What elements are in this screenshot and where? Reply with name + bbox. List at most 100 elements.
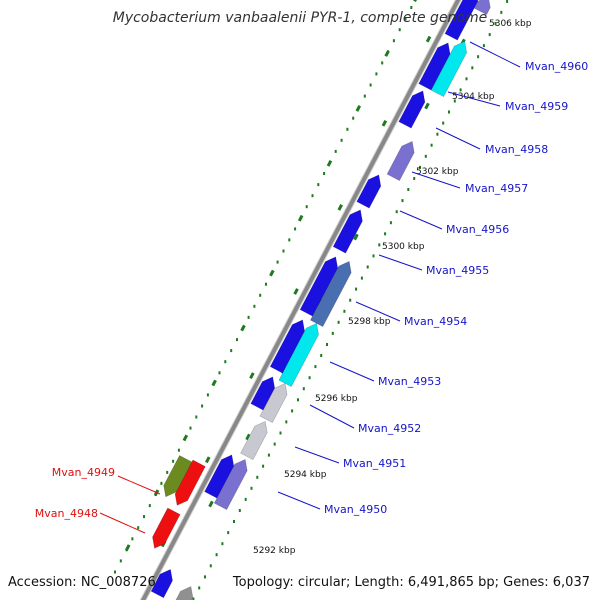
scale-dot bbox=[392, 39, 395, 43]
inner-scale-dash bbox=[413, 0, 417, 3]
gene-label[interactable]: Mvan_4948 bbox=[35, 507, 98, 520]
scale-dot bbox=[297, 398, 299, 402]
scale-dot bbox=[459, 88, 462, 92]
gene-arrow-secondary bbox=[259, 382, 288, 424]
scale-dot bbox=[192, 597, 195, 600]
inner-scale-dash bbox=[240, 324, 246, 332]
scale-dot bbox=[177, 448, 180, 452]
gene-label-leader bbox=[435, 127, 481, 150]
gene-arrow-forward bbox=[269, 319, 305, 374]
gene-label[interactable]: Mvan_4960 bbox=[525, 60, 588, 73]
scale-dot bbox=[131, 537, 134, 541]
scale-dot bbox=[334, 149, 337, 153]
scale-dot bbox=[389, 221, 392, 225]
scale-dot bbox=[236, 338, 238, 342]
gene-arrow-complement bbox=[152, 507, 181, 549]
scale-dot bbox=[137, 526, 140, 530]
scale-dot bbox=[218, 371, 221, 375]
gene-label[interactable]: Mvan_4955 bbox=[426, 264, 489, 277]
scale-dot bbox=[453, 99, 456, 103]
scale-dot bbox=[262, 464, 265, 468]
inner-scale-dash bbox=[269, 269, 275, 277]
gene-arrow-secondary bbox=[278, 322, 319, 388]
gene-label-leader bbox=[309, 404, 355, 429]
gene-label[interactable]: Mvan_4954 bbox=[404, 315, 467, 328]
scale-dot bbox=[381, 61, 384, 65]
scale-dot bbox=[413, 177, 416, 180]
scale-dot bbox=[401, 199, 404, 203]
gene-arrow-forward bbox=[250, 376, 276, 411]
scale-dot bbox=[267, 453, 270, 457]
scale-dot bbox=[189, 426, 192, 430]
scale-dot bbox=[323, 172, 326, 175]
gene-arrow-secondary bbox=[240, 420, 268, 461]
scale-dot bbox=[398, 28, 401, 32]
gene-arrow-secondary bbox=[213, 458, 248, 511]
scale-dot bbox=[506, 0, 509, 3]
scale-label: 5292 kbp bbox=[253, 546, 296, 556]
scale-dot bbox=[410, 6, 413, 9]
scale-dot bbox=[448, 110, 450, 114]
inner-scale-dash bbox=[125, 544, 131, 551]
scale-dot bbox=[305, 205, 308, 209]
scale-dot bbox=[143, 515, 145, 519]
gene-label-leader bbox=[277, 491, 321, 510]
mid-scale-dash bbox=[425, 35, 432, 43]
gene-arrow-forward bbox=[418, 42, 451, 91]
gene-label-leader bbox=[117, 475, 161, 495]
scale-dot bbox=[349, 298, 352, 302]
scale-dot bbox=[395, 210, 398, 214]
mid-scale-dash bbox=[205, 456, 211, 464]
gene-arrow-forward bbox=[299, 256, 339, 317]
scale-dot bbox=[160, 481, 163, 485]
gene-arrow-forward bbox=[356, 174, 382, 209]
scale-dot bbox=[201, 404, 204, 408]
mid-scale-dash bbox=[337, 204, 343, 211]
scale-dot bbox=[195, 415, 198, 419]
scale-label: 5306 kbp bbox=[489, 19, 532, 29]
scale-dot bbox=[404, 17, 407, 21]
scale-dot bbox=[204, 575, 206, 579]
scale-dot bbox=[114, 570, 116, 574]
scale-label: 5300 kbp bbox=[382, 242, 425, 252]
gene-arrow-secondary bbox=[175, 586, 194, 600]
gene-label[interactable]: Mvan_4953 bbox=[378, 375, 441, 388]
scale-label: 5294 kbp bbox=[284, 470, 327, 480]
gene-arrow-forward bbox=[398, 90, 426, 129]
scale-dot bbox=[282, 249, 285, 253]
gene-label[interactable]: Mvan_4950 bbox=[324, 503, 387, 516]
scale-dot bbox=[369, 83, 372, 87]
gene-label-leader bbox=[447, 91, 501, 107]
scale-dot bbox=[320, 354, 323, 357]
scale-dot bbox=[375, 72, 378, 76]
scale-dot bbox=[221, 542, 224, 546]
scale-dot bbox=[317, 183, 320, 187]
scale-dot bbox=[366, 265, 369, 269]
inner-scale-dash bbox=[211, 379, 217, 387]
gene-arrow-forward bbox=[332, 209, 363, 254]
inner-scale-dash bbox=[297, 214, 304, 222]
inner-scale-dash bbox=[355, 105, 362, 112]
scale-dot bbox=[285, 420, 288, 424]
inner-scale-dash bbox=[326, 160, 333, 167]
gene-label[interactable]: Mvan_4952 bbox=[358, 422, 421, 435]
scale-dot bbox=[337, 320, 340, 324]
gene-arrow-complement bbox=[174, 459, 206, 506]
gene-label[interactable]: Mvan_4949 bbox=[52, 466, 115, 479]
gene-label[interactable]: Mvan_4958 bbox=[485, 143, 548, 156]
gene-label[interactable]: Mvan_4959 bbox=[505, 100, 568, 113]
scale-dot bbox=[352, 116, 355, 120]
scale-dot bbox=[250, 486, 253, 490]
gene-label-leader bbox=[378, 254, 423, 271]
scale-tick bbox=[208, 500, 214, 508]
gene-label[interactable]: Mvan_4956 bbox=[446, 223, 509, 236]
scale-dot bbox=[355, 287, 358, 291]
gene-label[interactable]: Mvan_4951 bbox=[343, 457, 406, 470]
scale-dot bbox=[442, 121, 445, 125]
scale-dot bbox=[215, 553, 218, 557]
gene-label-leader bbox=[411, 171, 461, 189]
gene-label[interactable]: Mvan_4957 bbox=[465, 182, 528, 195]
genome-backbone bbox=[140, 0, 461, 600]
